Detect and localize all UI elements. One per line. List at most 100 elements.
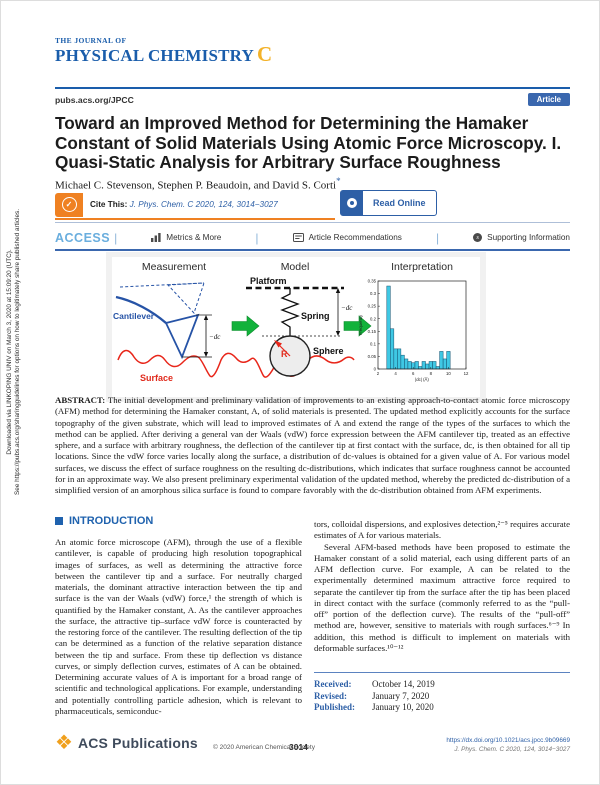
metrics-icon — [151, 233, 161, 242]
acs-diamond-icon: ❖ — [55, 732, 73, 754]
cantilever-label: Cantilever — [113, 311, 155, 321]
panel-title-interpretation: Interpretation — [391, 261, 453, 273]
hist-ytick-label: 0.35 — [368, 279, 377, 284]
hist-ytick-label: 0.15 — [368, 329, 377, 334]
site-link[interactable]: pubs.acs.org/JPCC — [55, 94, 134, 105]
intro-paragraph: Several AFM-based methods have been prop… — [314, 541, 570, 653]
article-title: Toward an Improved Method for Determinin… — [55, 113, 562, 172]
hist-xtick-label: 12 — [464, 371, 469, 376]
interpretation-histogram: 2 4 6 8 10 12 0 0.05 0.1 0.15 0.2 0.25 0.3 0.35 Freque… — [358, 279, 469, 382]
surface-curve — [117, 349, 355, 378]
masthead-edition: C — [257, 42, 273, 66]
cite-label: Cite This: — [90, 200, 128, 209]
masthead-main: PHYSICAL CHEMISTRY C — [55, 42, 273, 66]
hist-bar — [421, 361, 426, 370]
read-online-icon — [341, 191, 363, 215]
toc-figure: Measurement Model Interpretation Surface… — [106, 252, 486, 402]
toc-figure-canvas: Measurement Model Interpretation Surface… — [112, 257, 480, 397]
acs-brand-name: ACS Publications — [77, 735, 198, 751]
masthead-top: THE JOURNAL OF — [55, 36, 127, 45]
date-row: Revised: January 7, 2020 — [314, 690, 430, 701]
hist-bar — [439, 351, 444, 370]
intro-column-right: tors, colloidal dispersions, and explosi… — [314, 519, 570, 654]
hist-bar — [404, 358, 409, 370]
hist-bar — [397, 348, 402, 370]
hist-bar — [400, 354, 405, 370]
divider — [55, 249, 570, 251]
radius-arrow — [274, 340, 282, 348]
cite-check-icon: ✓ — [55, 192, 83, 217]
corresponding-author-mark[interactable]: * — [336, 176, 341, 186]
deflection-label-model: −dc — [341, 304, 353, 312]
abstract: ABSTRACT: The initial development and pr… — [55, 395, 570, 497]
hist-bar — [425, 363, 430, 370]
article-type-badge: Article — [527, 93, 570, 106]
hist-xtick-label: 10 — [446, 371, 451, 376]
read-online-button[interactable]: Read Online — [340, 190, 437, 216]
doi-link[interactable]: https://dx.doi.org/10.1021/acs.jpcc.9b09… — [446, 737, 570, 744]
abstract-text: The initial development and preliminary … — [55, 395, 570, 496]
pubs-row: pubs.acs.org/JPCC Article — [55, 93, 570, 106]
hist-bar — [390, 328, 395, 370]
hist-xlabel: |dc| (Å) — [415, 377, 429, 382]
hist-ytick-label: 0.2 — [370, 316, 377, 321]
panel-title-measurement: Measurement — [142, 261, 206, 273]
download-note-line1: Downloaded via LINKOPING UNIV on March 3… — [5, 249, 13, 455]
hist-xtick-label: 6 — [412, 371, 415, 376]
acs-publications-logo[interactable]: ❖ ACS Publications — [55, 733, 198, 753]
hist-bar — [446, 351, 451, 370]
cite-this-button[interactable]: ✓ Cite This: J. Phys. Chem. C 2020, 124,… — [55, 191, 335, 220]
hist-ytick-label: 0.05 — [368, 354, 377, 359]
intro-paragraph: An atomic force microscope (AFM), throug… — [55, 537, 302, 716]
hist-frame — [377, 280, 467, 370]
cantilever-beam — [115, 295, 167, 324]
hist-bar — [432, 361, 437, 370]
spring — [280, 288, 300, 336]
hist-xtick-label: 8 — [430, 371, 433, 376]
header-rule — [55, 87, 570, 90]
supporting-info-link[interactable]: s Supporting Information — [473, 233, 570, 242]
hist-xtick-label: 4 — [394, 371, 397, 376]
flow-arrow-icon — [231, 315, 260, 337]
deflection-label-measurement: −dc — [209, 333, 221, 341]
supporting-info-icon: s — [473, 233, 483, 242]
access-bar: ACCESS | Metrics & More | Article Recomm… — [55, 230, 570, 245]
author-list: Michael C. Stevenson, Stephen P. Beaudoi… — [55, 176, 341, 192]
section-bullet-icon — [55, 517, 63, 525]
hist-bar — [393, 348, 398, 370]
recommendations-link[interactable]: Article Recommendations — [292, 233, 402, 242]
abstract-label: ABSTRACT: — [55, 395, 106, 405]
surface-label: Surface — [140, 373, 173, 383]
hist-ytick-label: 0.25 — [368, 304, 377, 309]
download-note: Downloaded via LINKOPING UNIV on March 3… — [6, 146, 22, 558]
hist-bar — [435, 366, 440, 370]
hist-bar — [386, 285, 391, 370]
platform-label: Platform — [250, 276, 287, 286]
metrics-link[interactable]: Metrics & More — [151, 233, 221, 242]
hist-xtick-label: 2 — [377, 371, 380, 376]
journal-masthead: THE JOURNAL OF PHYSICAL CHEMISTRY C — [55, 36, 272, 65]
page-number: 3014 — [289, 742, 308, 752]
sphere-label: Sphere — [313, 346, 344, 356]
access-link[interactable]: ACCESS — [55, 230, 111, 245]
divider — [55, 222, 570, 223]
recommendations-icon — [292, 233, 304, 242]
intro-column-left: An atomic force microscope (AFM), throug… — [55, 537, 302, 717]
flow-arrow-icon — [343, 315, 372, 337]
journal-citation: J. Phys. Chem. C 2020, 124, 3014−3027 — [454, 745, 570, 753]
hist-bar — [442, 358, 447, 370]
date-row: Published: January 10, 2020 — [314, 702, 434, 712]
hist-ytick-label: 0.1 — [370, 341, 377, 346]
intro-paragraph: tors, colloidal dispersions, and explosi… — [314, 519, 570, 541]
panel-title-model: Model — [281, 261, 310, 273]
cite-reference[interactable]: J. Phys. Chem. C 2020, 124, 3014−3027 — [129, 200, 278, 209]
read-online-label: Read Online — [373, 198, 426, 208]
article-dates: Received: October 14, 2019 Revised: Januar… — [314, 672, 570, 714]
hist-bar — [418, 366, 423, 370]
hist-bar — [407, 361, 412, 370]
cantilever-rest-dashed — [119, 282, 205, 314]
download-note-line2: See https://pubs.acs.org/sharingguidelin… — [14, 209, 21, 495]
hist-ylabel: Frequency — [358, 314, 363, 335]
section-heading-introduction: INTRODUCTION — [55, 515, 153, 527]
